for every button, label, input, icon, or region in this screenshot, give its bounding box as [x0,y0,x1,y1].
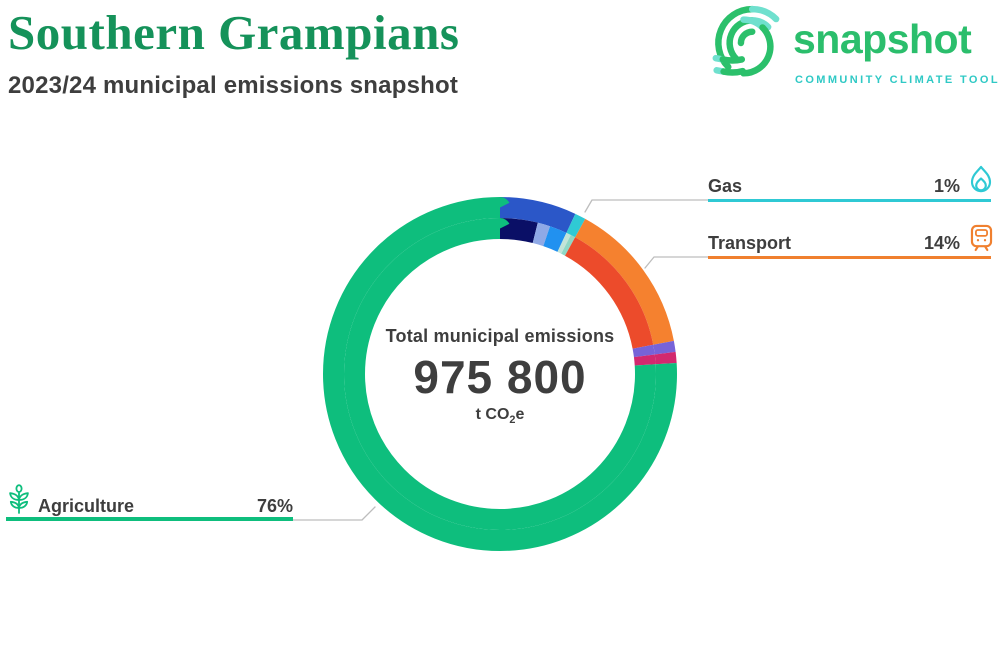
flame-icon [967,165,995,200]
agriculture-callout-connector [292,506,376,521]
donut-center-value: 975 800 [413,351,587,403]
snapshot-logo-icon [712,5,780,77]
callout-transport-label: Transport [708,233,792,253]
unit-subscript: 2 [509,414,516,427]
logo-tagline-text: COMMUNITY CLIMATE TOOL [795,74,1000,86]
logo-brand-text: snapshot [793,16,972,62]
donut-outer-ring [323,197,677,551]
callout-gas-value: 1% [933,176,960,196]
donut-center-unit: t CO2e [355,406,645,426]
callout-agriculture-label: Agriculture [38,496,135,516]
unit-prefix: t CO [475,406,510,423]
callout-gas-label: Gas [708,176,743,196]
callout-transport-underline [708,256,991,259]
donut-outer-segment-green[interactable] [323,197,677,551]
donut-center-label: Total municipal emissions [385,326,615,346]
callout-gas[interactable]: Gas 1% [708,165,992,204]
page-subtitle: 2023/24 municipal emissions snapshot [8,72,459,99]
callout-agriculture-underline [6,517,293,521]
callout-gas-underline [708,199,991,202]
callout-agriculture-value: 76% [256,496,293,516]
donut-center-block: Total municipal emissions 975 800 t CO2e [355,326,645,426]
callout-transport[interactable]: Transport 14% [708,224,993,261]
donut-inner-ring [344,218,656,530]
callout-agriculture[interactable]: Agriculture 76% [6,484,293,524]
plant-icon [6,484,32,521]
gas-callout-connector [584,199,709,213]
callout-transport-value: 14% [923,233,960,253]
transport-callout-connector [644,256,709,269]
donut-inner-segment-green[interactable] [344,218,656,530]
unit-suffix: e [515,406,525,423]
page-title: Southern Grampians [8,5,460,60]
train-icon [968,223,995,257]
